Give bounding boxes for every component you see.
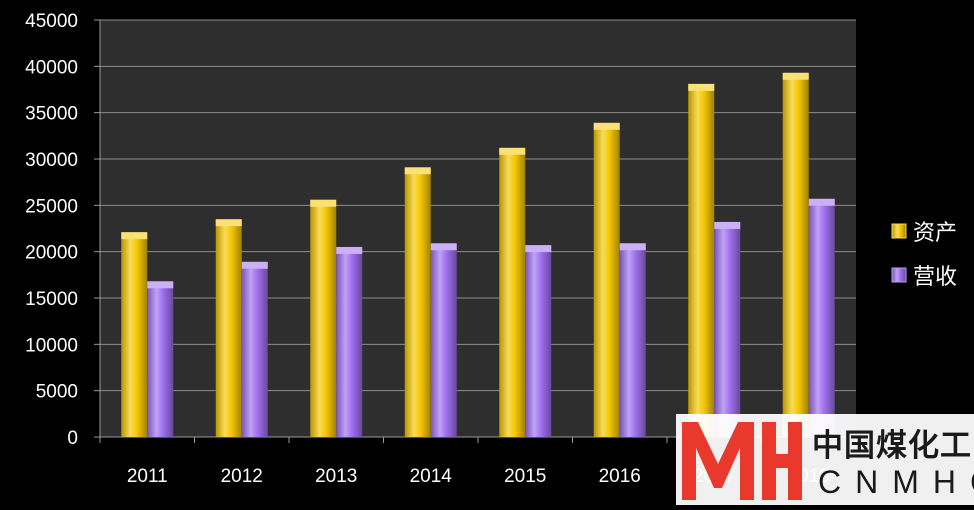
bars — [121, 72, 835, 437]
x-tick-label: 2013 — [315, 466, 357, 487]
bar-series-1-2013 — [310, 200, 337, 437]
bar-cap — [430, 243, 457, 251]
logo-mark-icon — [682, 422, 802, 500]
bar-cap — [215, 219, 242, 227]
bar-series-2-2014 — [430, 244, 457, 437]
x-tick-label: 2015 — [504, 466, 546, 487]
x-tick-label: 2011 — [127, 466, 168, 487]
y-tick-label: 20000 — [25, 243, 78, 264]
bar-series-1-2016 — [593, 123, 620, 437]
plot-area — [100, 20, 856, 437]
bar-series-1-2011 — [121, 233, 148, 437]
bar-cap — [782, 72, 809, 80]
bar-cap — [619, 243, 646, 251]
bar-cap — [593, 122, 620, 130]
bar-series-2-2017 — [714, 222, 741, 437]
bar-cap — [241, 261, 268, 269]
y-tick-label: 40000 — [25, 57, 78, 78]
legend-label: 资产 — [913, 220, 957, 245]
y-tick-label: 10000 — [25, 335, 78, 356]
legend-label: 营收 — [913, 264, 957, 289]
bar-cap — [525, 245, 552, 253]
bar-cap — [808, 198, 835, 206]
x-tick-label: 2014 — [410, 466, 453, 487]
bar-series-2-2016 — [619, 244, 646, 437]
legend-swatch — [891, 223, 907, 239]
bar-cap — [147, 281, 174, 289]
bar-series-1-2017 — [688, 84, 715, 437]
bar-cap — [121, 232, 148, 240]
bar-series-2-2015 — [525, 246, 552, 437]
bar-cap — [688, 83, 715, 91]
x-tick-label: 2016 — [599, 466, 641, 487]
bar-series-2-2012 — [241, 262, 268, 437]
y-tick-label: 0 — [67, 428, 78, 449]
y-tick-label: 15000 — [25, 289, 78, 310]
bar-cap — [404, 167, 431, 175]
bar-series-2-2011 — [147, 282, 174, 437]
watermark-logo: 中国煤化工 CNMHG — [676, 414, 974, 505]
bar-series-1-2018 — [782, 73, 809, 437]
y-tick-label: 5000 — [36, 382, 78, 403]
bar-cap — [336, 246, 363, 254]
bar-series-1-2014 — [404, 168, 431, 437]
watermark-name-en: CNMHG — [818, 464, 974, 500]
bar-series-1-2015 — [499, 148, 526, 437]
bar-series-2-2018 — [808, 199, 835, 437]
y-tick-label: 30000 — [25, 150, 78, 171]
bar-series-1-2012 — [215, 220, 242, 437]
bar-cap — [310, 199, 337, 207]
tick-labels: 0 5000 10000 15000 20000 25000 30000 35000 40000… — [25, 11, 830, 487]
legend-swatch — [891, 267, 907, 283]
y-tick-label: 25000 — [25, 196, 78, 217]
bar-cap — [499, 147, 526, 155]
bar-series-2-2013 — [336, 247, 363, 437]
bar-cap — [714, 221, 741, 229]
y-tick-label: 35000 — [25, 104, 78, 125]
x-tick-label: 2012 — [221, 466, 263, 487]
watermark-name-cn: 中国煤化工 — [812, 428, 972, 464]
y-tick-label: 45000 — [25, 11, 78, 32]
